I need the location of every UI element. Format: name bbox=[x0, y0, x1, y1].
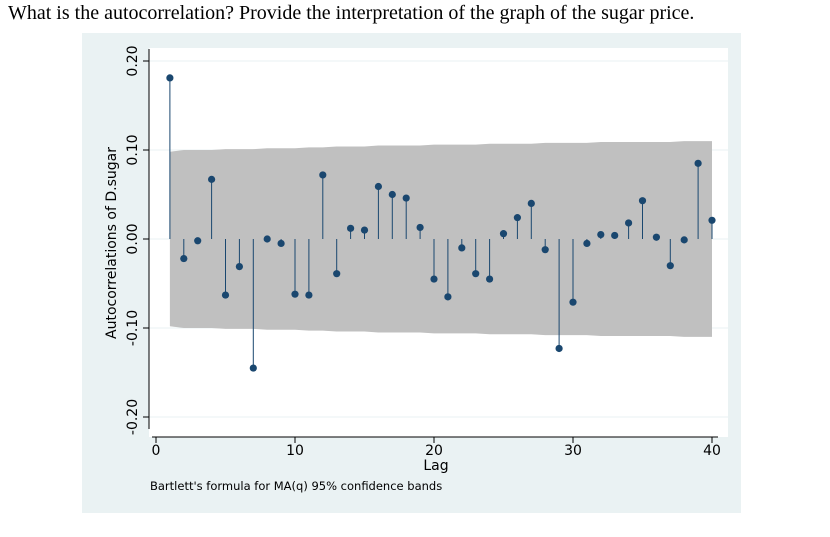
y-axis-label: Autocorrelations of D.sugar bbox=[104, 147, 120, 339]
acf-point-lag-23 bbox=[472, 270, 480, 278]
acf-point-lag-38 bbox=[680, 236, 688, 244]
acf-point-lag-19 bbox=[416, 223, 424, 232]
acf-point-lag-34 bbox=[625, 219, 633, 227]
acf-point-lag-3 bbox=[194, 237, 202, 245]
acf-point-lag-21 bbox=[444, 293, 452, 301]
acf-point-lag-40 bbox=[708, 216, 716, 224]
acf-point-lag-31 bbox=[583, 239, 591, 248]
y-tick-label: 0.00 bbox=[125, 223, 141, 254]
x-axis-ticks: 0 10 20 30 40 bbox=[152, 437, 721, 459]
acf-point-lag-37 bbox=[666, 262, 674, 270]
chart-panel: -0.20 -0.10 0.00 0.10 0.20 0 10 20 30 40 Autocor… bbox=[82, 33, 741, 513]
x-tick-label: 10 bbox=[286, 443, 304, 459]
acf-point-lag-8 bbox=[263, 235, 271, 243]
confidence-band bbox=[169, 141, 712, 337]
y-axis-ticks: -0.20 -0.10 0.00 0.10 0.20 bbox=[125, 45, 149, 435]
acf-point-lag-24 bbox=[486, 275, 494, 283]
acf-point-lag-18 bbox=[402, 194, 410, 202]
acf-point-lag-25 bbox=[499, 230, 508, 238]
acf-point-lag-10 bbox=[291, 290, 299, 298]
acf-point-lag-5 bbox=[221, 291, 230, 299]
x-tick-label: 40 bbox=[703, 443, 721, 459]
acf-point-lag-29 bbox=[555, 344, 563, 353]
autocorrelation-markers bbox=[166, 74, 716, 372]
acf-point-lag-22 bbox=[458, 244, 466, 252]
autocorrelation-spikes bbox=[169, 77, 713, 369]
x-tick-label: 20 bbox=[425, 443, 443, 459]
acf-point-lag-16 bbox=[374, 182, 382, 191]
acf-point-lag-9 bbox=[277, 239, 285, 248]
acf-point-lag-11 bbox=[305, 291, 313, 299]
autocorrelation-chart: -0.20 -0.10 0.00 0.10 0.20 0 10 20 30 40 Autocor… bbox=[82, 33, 741, 513]
x-axis-label: Lag bbox=[423, 458, 448, 474]
acf-point-lag-33 bbox=[611, 231, 619, 240]
acf-point-lag-32 bbox=[597, 230, 605, 239]
x-tick-label: 30 bbox=[564, 443, 582, 459]
acf-point-lag-30 bbox=[569, 298, 577, 306]
acf-point-lag-27 bbox=[527, 199, 535, 207]
y-tick-label: -0.10 bbox=[125, 310, 141, 346]
acf-point-lag-35 bbox=[638, 197, 647, 205]
question-text: What is the autocorrelation? Provide the… bbox=[8, 2, 695, 24]
acf-point-lag-6 bbox=[235, 262, 243, 271]
acf-point-lag-1 bbox=[166, 74, 174, 82]
y-tick-label: 0.20 bbox=[125, 45, 141, 76]
acf-point-lag-4 bbox=[208, 175, 216, 183]
acf-point-lag-15 bbox=[360, 226, 369, 234]
confidence-band-note: Bartlett's formula for MA(q) 95% confide… bbox=[150, 479, 442, 493]
acf-point-lag-2 bbox=[180, 254, 188, 263]
acf-point-lag-20 bbox=[430, 275, 438, 283]
acf-point-lag-36 bbox=[652, 233, 661, 241]
acf-point-lag-28 bbox=[541, 246, 549, 254]
acf-point-lag-14 bbox=[347, 224, 355, 232]
acf-point-lag-17 bbox=[388, 190, 396, 199]
y-tick-label: 0.10 bbox=[125, 134, 141, 165]
acf-point-lag-39 bbox=[694, 159, 702, 167]
y-tick-label: -0.20 bbox=[125, 399, 141, 435]
x-tick-label: 0 bbox=[152, 443, 161, 459]
acf-point-lag-7 bbox=[249, 364, 257, 372]
acf-point-lag-26 bbox=[513, 214, 521, 222]
acf-point-lag-13 bbox=[333, 270, 341, 278]
acf-point-lag-12 bbox=[319, 171, 327, 179]
